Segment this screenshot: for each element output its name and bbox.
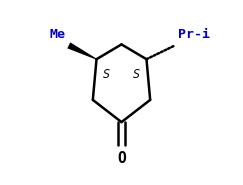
Text: S: S [133, 68, 140, 80]
Polygon shape [67, 42, 97, 60]
Text: Me: Me [49, 28, 65, 41]
Text: O: O [117, 151, 126, 166]
Text: Pr-i: Pr-i [178, 28, 210, 41]
Text: S: S [103, 68, 110, 80]
